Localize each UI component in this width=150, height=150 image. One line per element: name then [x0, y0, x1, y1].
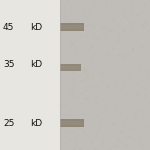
Bar	[60, 23, 84, 31]
Text: 35: 35	[3, 60, 15, 69]
Bar	[61, 25, 83, 29]
Bar	[60, 0, 150, 150]
Bar	[61, 121, 83, 125]
Text: kD: kD	[30, 22, 42, 32]
Text: 45: 45	[3, 22, 14, 32]
Bar	[0, 0, 60, 150]
Bar	[61, 66, 80, 69]
Text: kD: kD	[30, 60, 42, 69]
Bar	[60, 119, 84, 127]
Text: kD: kD	[30, 118, 42, 127]
Text: 25: 25	[3, 118, 14, 127]
Bar	[60, 64, 81, 71]
